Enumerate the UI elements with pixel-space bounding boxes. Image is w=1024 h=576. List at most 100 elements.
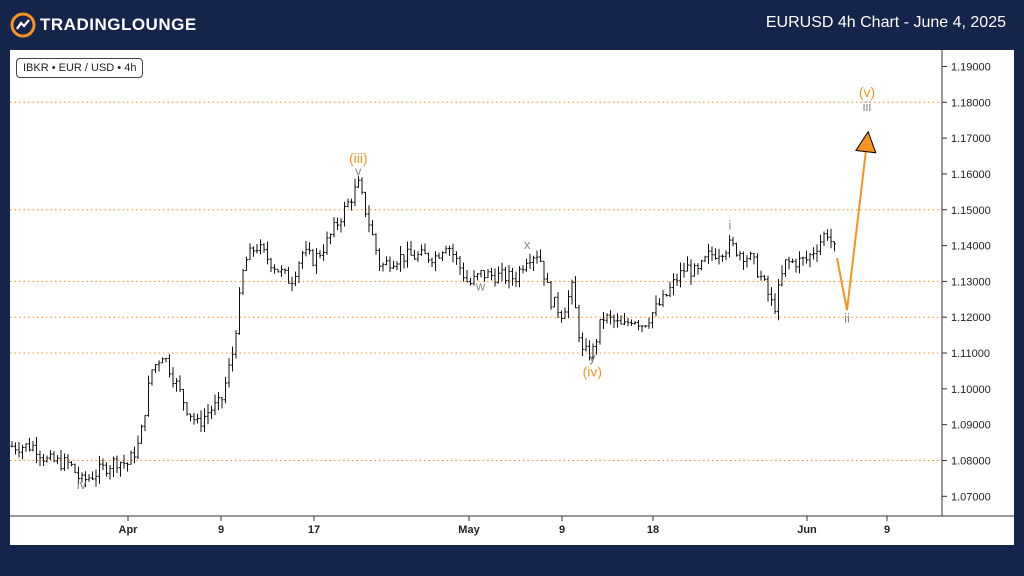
ohlc-bar — [374, 233, 378, 255]
ohlc-bar — [752, 252, 756, 265]
ohlc-bar — [84, 471, 87, 488]
ohlc-bar — [108, 464, 112, 480]
y-tick-label: 1.08000 — [951, 455, 991, 467]
y-tick-label: 1.07000 — [951, 491, 991, 503]
ohlc-bar — [598, 318, 602, 345]
ohlc-bar — [514, 271, 518, 287]
ohlc-bar — [738, 251, 742, 261]
wave-label: (v) — [859, 84, 875, 100]
ohlc-bar — [595, 339, 598, 355]
ohlc-bar — [192, 412, 196, 425]
ohlc-bar — [126, 462, 129, 472]
ohlc-bar — [784, 259, 787, 277]
ohlc-bar — [770, 287, 773, 306]
ohlc-bar — [490, 267, 493, 281]
ohlc-bar — [773, 293, 777, 315]
ohlc-bar — [262, 243, 266, 253]
wave-label: v — [355, 164, 362, 179]
ohlc-bar — [707, 243, 710, 265]
ohlc-bar — [161, 357, 164, 364]
ohlc-bar — [717, 248, 721, 265]
ohlc-bar — [605, 313, 609, 324]
x-tick-label: 18 — [647, 524, 659, 536]
ohlc-bar — [255, 243, 259, 254]
ohlc-bar — [665, 294, 668, 297]
y-tick-label: 1.12000 — [951, 312, 991, 324]
ohlc-bar — [693, 263, 696, 277]
ohlc-bar — [479, 269, 483, 278]
ohlc-bar — [77, 466, 80, 485]
ohlc-bar — [371, 220, 374, 236]
wave-label: (iv) — [583, 363, 602, 379]
y-tick-label: 1.11000 — [951, 348, 990, 360]
ohlc-bar — [409, 241, 413, 256]
projection-path — [836, 141, 868, 311]
ohlc-bar — [640, 325, 644, 333]
ohlc-bar — [472, 270, 476, 286]
ohlc-bar — [171, 367, 175, 388]
ohlc-bar — [381, 262, 385, 272]
y-tick-label: 1.16000 — [951, 169, 991, 181]
ohlc-bar — [388, 256, 392, 273]
ohlc-bar — [756, 253, 759, 278]
ohlc-bar — [304, 240, 308, 257]
ohlc-bar — [759, 270, 763, 281]
ohlc-bar — [451, 243, 455, 263]
ohlc-bar — [413, 249, 416, 260]
ohlc-bar — [178, 375, 182, 392]
wave-label: iv — [77, 477, 87, 492]
ohlc-bar — [458, 255, 462, 275]
ohlc-bar — [220, 397, 224, 409]
ohlc-bar — [588, 340, 591, 361]
brand-logo: TRADINGLOUNGE — [10, 12, 197, 38]
ohlc-bar — [98, 455, 101, 485]
ohlc-bar — [567, 290, 570, 319]
ohlc-bar — [91, 471, 94, 481]
ohlc-bar — [808, 253, 812, 268]
ohlc-bar — [217, 392, 220, 411]
ohlc-bar — [630, 319, 633, 326]
ohlc-bar — [787, 256, 791, 270]
header-bar: TRADINGLOUNGE EURUSD 4h Chart - June 4, … — [0, 0, 1024, 48]
y-tick-label: 1.19000 — [951, 61, 991, 73]
ohlc-bar — [609, 310, 612, 325]
ohlc-bar — [21, 444, 24, 460]
ohlc-bar — [563, 307, 567, 319]
ohlc-bar — [210, 405, 213, 419]
ohlc-bar — [668, 281, 672, 298]
ohlc-bar — [626, 317, 630, 327]
ohlc-bar — [182, 388, 185, 411]
ohlc-bar — [455, 251, 458, 265]
ohlc-bar — [504, 267, 507, 285]
ohlc-bar — [616, 313, 619, 328]
ohlc-bar — [581, 332, 584, 357]
ohlc-bar — [185, 402, 189, 416]
ohlc-bar — [346, 198, 350, 208]
ohlc-bar — [175, 378, 178, 392]
ohlc-bar — [675, 273, 679, 287]
ohlc-bar — [525, 258, 528, 272]
ohlc-bar — [164, 357, 168, 363]
ohlc-bar — [119, 461, 122, 477]
ohlc-bar — [511, 267, 514, 286]
x-tick-label: 9 — [884, 524, 890, 536]
projection-arrowhead — [855, 130, 877, 154]
ohlc-bar — [45, 455, 49, 463]
ohlc-bar — [227, 358, 231, 388]
ohlc-bar — [238, 287, 241, 335]
ohlc-bar — [101, 458, 105, 471]
ohlc-bar — [647, 317, 651, 329]
ohlc-bar — [17, 441, 21, 458]
ohlc-bar — [658, 298, 661, 306]
ohlc-bar — [287, 266, 290, 284]
ohlc-bar — [343, 201, 346, 227]
ohlc-bar — [689, 259, 693, 285]
ohlc-bar — [245, 256, 248, 272]
ohlc-bar — [469, 277, 472, 286]
ohlc-bar — [269, 257, 273, 273]
ohlc-bar — [805, 250, 808, 264]
ohlc-bar — [521, 265, 525, 274]
ohlc-bar — [290, 276, 294, 292]
ohlc-bar — [248, 243, 252, 261]
ohlc-bar — [696, 263, 700, 275]
